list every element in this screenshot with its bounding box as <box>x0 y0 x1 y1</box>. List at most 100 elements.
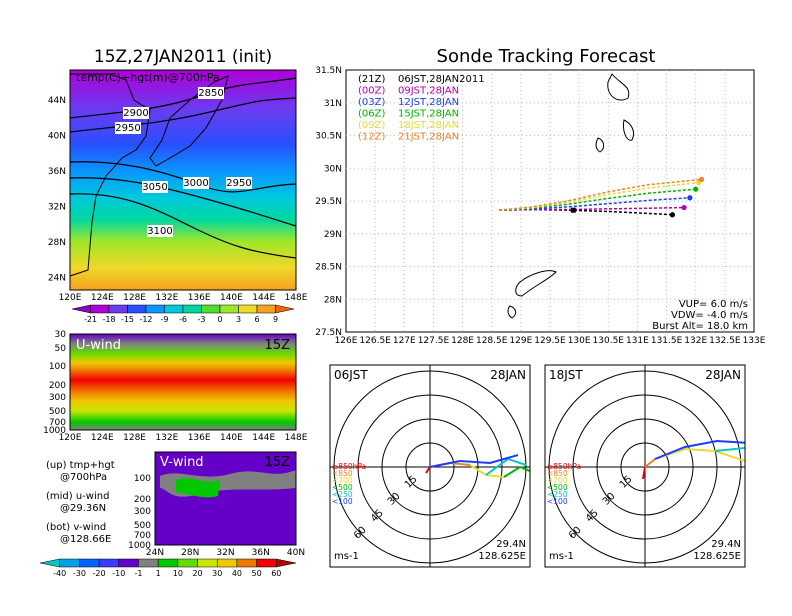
track-legend-tag: (03Z) <box>358 97 385 108</box>
uwind-lon-label: 128E <box>123 433 146 443</box>
wind-colorbar-segment <box>118 558 139 568</box>
track-lon-label: 130.5E <box>593 336 625 346</box>
contour-label: 2900 <box>123 108 148 119</box>
temperature-map: temp(C)+hgt(m)@700hPa 2850 2900 2950 3000 29… <box>48 69 308 303</box>
wind-profile-segment <box>644 458 656 468</box>
wind-colorbar-segment <box>197 558 218 568</box>
polar-level-label: ≥850hPa <box>547 462 581 471</box>
temperature-colorbar-segment <box>108 304 128 314</box>
note-title: (mid) u-wind <box>46 491 109 502</box>
temperature-colorbar-tick: 0 <box>217 315 222 324</box>
left-title: 15Z,27JAN2011 (init) <box>94 47 272 67</box>
polar-date: 28JAN <box>490 368 526 382</box>
track-lon-label: 128E <box>451 336 474 346</box>
temperature-colorbar-segment <box>164 304 184 314</box>
track-lon-label: 131E <box>626 336 649 346</box>
track-lat-label: 27.5N <box>315 328 342 338</box>
temperature-colorbar-tick: -21 <box>84 315 97 324</box>
wind-colorbar-tick: 40 <box>232 569 242 578</box>
vwind-time: 15Z <box>265 455 291 470</box>
map-lon-labels: 120E 124E 128E 132E 136E 140E 144E 148E <box>59 293 308 303</box>
temperature-colorbar-tick: -12 <box>139 315 152 324</box>
map-lon-label: 144E <box>252 293 275 303</box>
note-title: (up) tmp+hgt <box>46 460 115 471</box>
contour-labels: 2850 2900 2950 3000 2950 3050 3100 <box>115 87 252 237</box>
wind-colorbar-segment <box>256 558 277 568</box>
temperature-colorbar-tick: -18 <box>102 315 115 324</box>
vwind-label: V-wind <box>160 455 204 470</box>
vwind-pressure-label: 200 <box>134 495 151 505</box>
uwind-field <box>70 334 296 430</box>
polar-level-label: <250 <box>332 490 353 499</box>
contour-label-box <box>198 87 224 99</box>
map-lon-label: 124E <box>91 293 114 303</box>
polar-ring-label: 15 <box>618 474 635 491</box>
polar-level-label: <250 <box>547 490 568 499</box>
polar-lon: 128.625E <box>693 551 741 562</box>
track-endpoint <box>669 212 676 218</box>
track-legend-tag: (06Z) <box>358 109 385 120</box>
vwind-frame <box>154 451 297 546</box>
polar-ring <box>381 418 479 516</box>
track-lat-labels: 31.5N 31N 30.5N 30N 29.5N 29N 28.5N 28N 27.5N <box>315 66 342 338</box>
track-lines <box>498 176 705 218</box>
uwind-lon-label: 136E <box>188 433 211 443</box>
polar-level-label: <700 <box>547 476 568 485</box>
map-lat-label: 36N <box>48 167 66 177</box>
polar-unit: ms-1 <box>334 551 359 562</box>
polar-date: 28JAN <box>705 368 741 382</box>
track-lon-label: 131.5E <box>651 336 683 346</box>
track-grid <box>346 70 754 332</box>
contour-label-box <box>183 177 209 189</box>
wind-colorbar: -40 -30 -20 -10 -1 1 10 20 30 40 50 60 <box>39 558 297 578</box>
right-title: Sonde Tracking Forecast <box>437 46 656 67</box>
vwind-lat-label: 40N <box>287 548 305 558</box>
track-legend-tag: (12Z) <box>358 132 385 143</box>
contour-label-box <box>226 177 252 189</box>
vwind-pressure-label: 700 <box>134 531 151 541</box>
wind-colorbar-segment <box>39 558 60 568</box>
track-legend-time: 06JST,28JAN2011 <box>398 74 485 85</box>
uwind-lon-label: 132E <box>155 433 178 443</box>
contour-label: 3050 <box>142 182 167 193</box>
polar-panel-1: 06JST 28JAN15304560≥850hPa<850<700<500<25… <box>329 364 531 568</box>
temperature-colorbar-tick: -3 <box>198 315 206 324</box>
polar-lat: 29.4N <box>496 539 526 550</box>
wind-colorbar-tick: -20 <box>93 569 106 578</box>
vwind-field <box>155 452 296 545</box>
polar-ring <box>620 442 670 492</box>
polar-level-label: <850 <box>547 469 568 478</box>
map-label: temp(C)+hgt(m)@700hPa <box>76 71 220 84</box>
temperature-colorbar-tick: 9 <box>273 315 278 324</box>
temperature-colorbar-segment <box>71 304 91 314</box>
vwind-lat-labels: 24N 28N 32N 36N 40N <box>146 548 305 558</box>
track-legend: (21Z) 06JST,28JAN2011 (00Z) 09JST,28JAN (03Z… <box>358 74 485 143</box>
map-lat-label: 28N <box>48 238 66 248</box>
track-lon-label: 129.5E <box>534 336 566 346</box>
track-legend-time: 18JST,28JAN <box>398 120 459 131</box>
track-legend-time: 21JST,28JAN <box>398 132 459 143</box>
contour-label: 3100 <box>147 226 172 237</box>
contour-label-box <box>115 122 141 134</box>
map-lon-label: 128E <box>123 293 146 303</box>
track-param: Burst Alt= 18.0 km <box>652 321 748 332</box>
uwind-lon-label: 148E <box>285 433 308 443</box>
track-endpoint <box>687 195 693 201</box>
track-lat-label: 30.5N <box>315 132 342 142</box>
track-legend-tag: (21Z) <box>358 74 385 85</box>
map-frame <box>69 69 297 291</box>
panel-notes: (up) tmp+hgt@700hPa (mid) u-wind@29.36N (b… <box>46 460 115 545</box>
track-lon-label: 126.5E <box>359 336 391 346</box>
track-lat-label: 31N <box>324 99 342 109</box>
temperature-colorbar-tick: 6 <box>254 315 259 324</box>
polar-level-label: <500 <box>547 483 568 492</box>
polar-ring <box>357 394 503 540</box>
uwind-label: U-wind <box>76 338 121 353</box>
vwind-pressure-label: 300 <box>134 507 151 517</box>
track-line <box>498 181 699 211</box>
track-legend-tag: (00Z) <box>358 86 385 97</box>
wind-colorbar-segment <box>216 558 238 568</box>
